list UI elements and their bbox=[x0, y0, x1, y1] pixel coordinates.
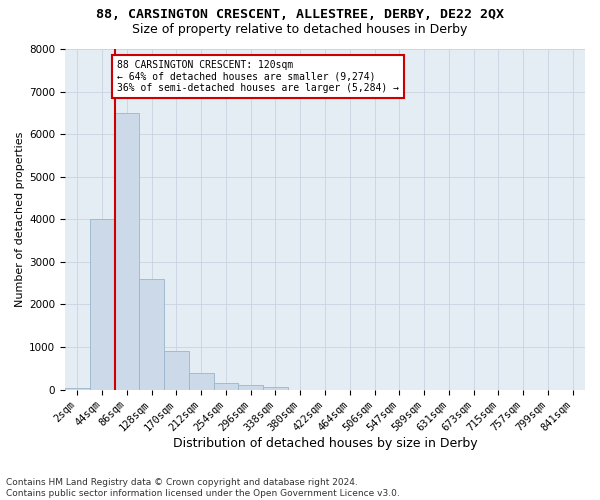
Bar bbox=[115, 113, 139, 390]
Bar bbox=[263, 387, 288, 390]
Bar bbox=[90, 220, 115, 390]
Text: Contains HM Land Registry data © Crown copyright and database right 2024.
Contai: Contains HM Land Registry data © Crown c… bbox=[6, 478, 400, 498]
Bar bbox=[238, 386, 263, 390]
Y-axis label: Number of detached properties: Number of detached properties bbox=[15, 132, 25, 307]
Text: 88, CARSINGTON CRESCENT, ALLESTREE, DERBY, DE22 2QX: 88, CARSINGTON CRESCENT, ALLESTREE, DERB… bbox=[96, 8, 504, 20]
Bar bbox=[164, 351, 189, 390]
Text: 88 CARSINGTON CRESCENT: 120sqm
← 64% of detached houses are smaller (9,274)
36% : 88 CARSINGTON CRESCENT: 120sqm ← 64% of … bbox=[117, 60, 399, 93]
Bar bbox=[65, 388, 90, 390]
Bar bbox=[189, 374, 214, 390]
Text: Size of property relative to detached houses in Derby: Size of property relative to detached ho… bbox=[133, 22, 467, 36]
X-axis label: Distribution of detached houses by size in Derby: Distribution of detached houses by size … bbox=[173, 437, 478, 450]
Bar bbox=[139, 279, 164, 390]
Bar bbox=[214, 383, 238, 390]
